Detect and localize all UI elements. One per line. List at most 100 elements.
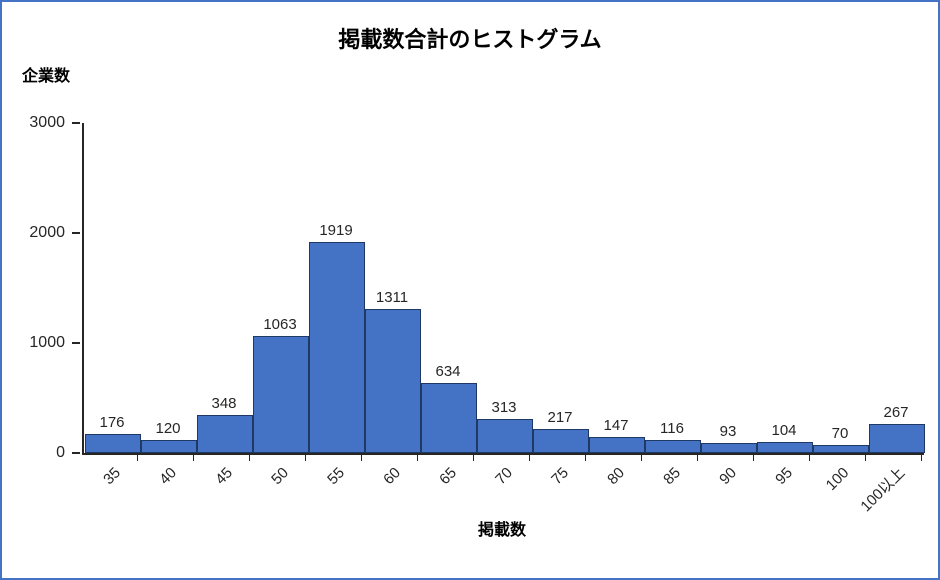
y-tick-label: 3000 xyxy=(29,114,65,131)
y-tick: 1000 xyxy=(29,335,80,351)
y-tick-mark xyxy=(72,122,80,124)
histogram-bar xyxy=(700,442,757,453)
x-tick-label: 55 xyxy=(324,464,349,489)
histogram-bar xyxy=(868,423,925,453)
x-tick-mark xyxy=(530,455,586,461)
x-tick-mark xyxy=(306,455,362,461)
x-label-cell: 100 xyxy=(810,461,866,521)
bar-value-label: 1311 xyxy=(375,288,409,306)
x-label-cell: 65 xyxy=(418,461,474,521)
x-label-cell: 85 xyxy=(642,461,698,521)
bar-value-label: 1919 xyxy=(319,221,353,239)
bar-value-label: 176 xyxy=(99,413,125,431)
x-tick-label: 100 xyxy=(822,464,853,495)
x-tick-mark xyxy=(82,455,138,461)
bar-slot: 313 xyxy=(476,123,533,453)
histogram-bar xyxy=(84,433,141,453)
bar-value-label: 313 xyxy=(491,398,517,416)
y-tick: 2000 xyxy=(29,225,80,241)
x-tick-label: 35 xyxy=(100,464,125,489)
x-tick-mark xyxy=(754,455,810,461)
bar-slot: 176 xyxy=(84,123,141,453)
x-tick-label: 40 xyxy=(156,464,181,489)
x-tick-label: 65 xyxy=(436,464,461,489)
x-label-cell: 95 xyxy=(754,461,810,521)
x-tick-label: 80 xyxy=(604,464,629,489)
y-axis: 0 1000 2000 3000 xyxy=(2,115,80,461)
bar-value-label: 120 xyxy=(155,419,181,437)
x-tick-label: 100以上 xyxy=(857,464,909,516)
bar-value-label: 70 xyxy=(831,425,849,443)
bar-slot: 634 xyxy=(420,123,477,453)
y-tick-mark xyxy=(72,342,80,344)
x-tick-mark xyxy=(586,455,642,461)
bar-slot: 1063 xyxy=(252,123,309,453)
x-label-cell: 35 xyxy=(82,461,138,521)
bar-value-label: 217 xyxy=(547,409,573,427)
x-tick-mark xyxy=(810,455,866,461)
bar-value-label: 104 xyxy=(771,421,797,439)
x-tick-mark xyxy=(250,455,306,461)
x-tick-label: 90 xyxy=(716,464,741,489)
histogram-bar xyxy=(476,418,533,453)
bar-slot: 93 xyxy=(700,123,757,453)
x-label-cell: 40 xyxy=(138,461,194,521)
x-tick-label: 95 xyxy=(772,464,797,489)
x-label-cell: 55 xyxy=(306,461,362,521)
histogram-bar xyxy=(588,436,645,453)
bar-value-label: 267 xyxy=(883,403,909,421)
y-tick-label: 0 xyxy=(56,444,65,461)
bar-slot: 1311 xyxy=(364,123,421,453)
y-tick-mark xyxy=(72,232,80,234)
x-tick-label: 50 xyxy=(268,464,293,489)
x-tick-mark xyxy=(474,455,530,461)
y-tick-mark xyxy=(72,452,80,454)
histogram-bar xyxy=(196,414,253,453)
bar-value-label: 1063 xyxy=(263,316,297,334)
bar-slot: 217 xyxy=(532,123,589,453)
x-tick-label: 45 xyxy=(212,464,237,489)
x-axis-labels: 35 40 45 50 55 60 65 70 75 80 85 90 95 100 100以上 xyxy=(82,461,922,521)
x-tick-mark xyxy=(194,455,250,461)
bar-slot: 267 xyxy=(868,123,925,453)
bar-value-label: 93 xyxy=(719,422,737,440)
x-label-cell: 75 xyxy=(530,461,586,521)
x-label-cell: 45 xyxy=(194,461,250,521)
chart-title: 掲載数合計のヒストグラム xyxy=(338,27,602,52)
bar-slot: 120 xyxy=(140,123,197,453)
x-label-cell: 80 xyxy=(586,461,642,521)
bar-slot: 1919 xyxy=(308,123,365,453)
x-tick-mark xyxy=(138,455,194,461)
bar-value-label: 634 xyxy=(435,363,461,381)
x-tick-label: 85 xyxy=(660,464,685,489)
x-label-cell: 100以上 xyxy=(857,461,922,521)
x-label-cell: 90 xyxy=(698,461,754,521)
histogram-bar xyxy=(420,383,477,453)
y-axis-title: 企業数 xyxy=(22,68,71,85)
y-tick-label: 1000 xyxy=(29,334,65,351)
x-tick-label: 75 xyxy=(548,464,573,489)
bar-slot: 348 xyxy=(196,123,253,453)
x-tick-mark xyxy=(642,455,698,461)
y-tick: 3000 xyxy=(29,115,80,131)
x-tick-label: 70 xyxy=(492,464,517,489)
histogram-bar xyxy=(252,336,309,453)
bar-slot: 147 xyxy=(588,123,645,453)
x-axis-title: 掲載数 xyxy=(477,522,526,539)
bar-slot: 70 xyxy=(812,123,869,453)
x-label-cell: 70 xyxy=(474,461,530,521)
histogram-bar xyxy=(812,445,869,453)
histogram-bar xyxy=(140,439,197,453)
bar-value-label: 147 xyxy=(603,416,629,434)
bar-value-label: 348 xyxy=(211,394,237,412)
x-tick-label: 60 xyxy=(380,464,405,489)
x-axis-tick-marks xyxy=(82,455,922,461)
histogram-bar xyxy=(532,429,589,453)
x-tick-mark xyxy=(866,455,922,461)
x-label-cell: 60 xyxy=(362,461,418,521)
x-tick-mark xyxy=(362,455,418,461)
bar-value-label: 116 xyxy=(660,420,684,438)
y-tick: 0 xyxy=(56,445,80,461)
histogram-bar xyxy=(364,308,421,453)
